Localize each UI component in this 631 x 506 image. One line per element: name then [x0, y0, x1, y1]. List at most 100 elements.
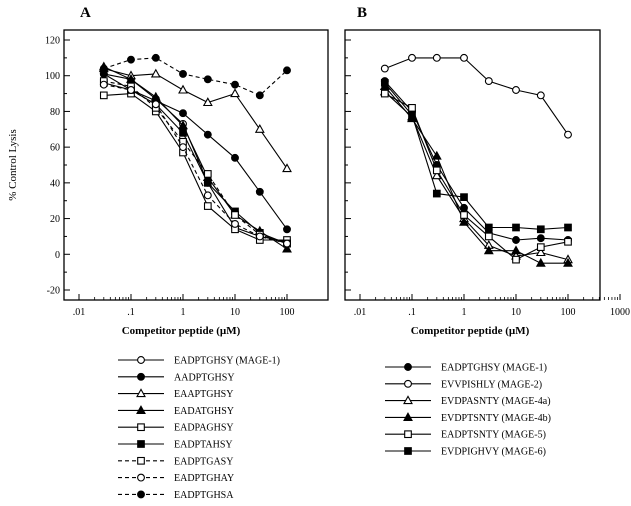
- legend-entry-a-6: EADPTAHSY: [118, 440, 233, 451]
- data-point: [255, 232, 264, 241]
- panel-a-y-tick-label: 40: [50, 178, 60, 189]
- data-point: [484, 223, 493, 232]
- legend-marker: [137, 423, 145, 432]
- panel-b-x-tick-label: .1: [408, 307, 416, 318]
- panel-a-series-5: [99, 89, 291, 244]
- data-point: [179, 129, 187, 137]
- data-point: [99, 80, 108, 89]
- panel-a-x-tick-label: 100: [280, 307, 295, 318]
- data-point: [203, 75, 212, 84]
- data-point: [282, 243, 292, 253]
- data-point: [150, 91, 161, 101]
- legend-entry-b-3: EVDPASNTY (MAGE-4a): [385, 395, 551, 407]
- data-point: [151, 53, 160, 62]
- legend-marker: [403, 395, 413, 405]
- legend-label: EADPTGHSY (MAGE-1): [174, 356, 280, 367]
- legend-marker: [137, 456, 145, 465]
- data-point: [460, 53, 468, 62]
- panel-b-series-4: [379, 81, 573, 267]
- panel-b-series-1: [380, 77, 572, 244]
- series-line: [103, 68, 288, 169]
- legend-marker: [137, 440, 145, 448]
- panel-a-letter: A: [80, 5, 91, 21]
- panel-a-series-8: [99, 80, 291, 248]
- data-point: [255, 187, 264, 196]
- legend-entry-a-9: EADPTGHSA: [118, 490, 234, 501]
- data-point: [380, 89, 389, 98]
- legend-marker: [403, 412, 413, 421]
- data-point: [432, 166, 441, 175]
- legend-label: EADPTSNTY (MAGE-5): [441, 430, 546, 441]
- data-point: [150, 68, 161, 78]
- panel-a-x-tick-label: 10: [230, 307, 240, 318]
- data-point: [178, 84, 188, 94]
- legend-label: EADPTGHSA: [174, 490, 234, 501]
- legend-label: EVDPIGHVY (MAGE-6): [441, 447, 546, 458]
- legend-entry-a-2: AADPTGHSY: [118, 372, 235, 383]
- legend-label: EADPAGHSY: [174, 423, 234, 434]
- legend-entry-a-4: EADATGHSY: [118, 405, 234, 417]
- panel-b-series: [379, 53, 573, 267]
- data-point: [203, 202, 212, 210]
- y-axis-title: % Control Lysis: [7, 129, 19, 201]
- data-point: [231, 219, 239, 228]
- panel-b-ticks: .01 .1 1 10 100 1000: [345, 39, 630, 318]
- data-point: [179, 109, 187, 118]
- legend-entry-b-2: EVVPISHLY (MAGE-2): [385, 379, 542, 390]
- data-point: [432, 189, 441, 198]
- legend-entry-b-5: EADPTSNTY (MAGE-5): [385, 430, 546, 441]
- data-point: [203, 191, 212, 200]
- panel-b-series-5: [380, 89, 572, 264]
- data-point: [484, 232, 493, 241]
- data-point: [460, 211, 468, 219]
- panel-b-x-tick-label: .01: [354, 307, 367, 318]
- legend-marker: [404, 447, 412, 455]
- legend-entry-a-1: EADPTGHSY (MAGE-1): [118, 356, 280, 367]
- data-point: [230, 88, 240, 98]
- legend-marker: [137, 356, 145, 364]
- legend-entry-b-6: EVDPIGHVY (MAGE-6): [385, 447, 546, 458]
- data-point: [380, 64, 389, 73]
- legend-entry-a-7: EADPTGASY: [118, 456, 233, 467]
- legend-label: EVVPISHLY (MAGE-2): [441, 379, 542, 390]
- data-point: [484, 77, 493, 86]
- legend-label: EADPTGHAY: [174, 473, 234, 484]
- panel-a-series: [98, 53, 292, 253]
- data-point: [563, 257, 573, 267]
- data-point: [231, 153, 239, 162]
- legend-marker: [137, 490, 145, 499]
- panel-b-letter: B: [357, 5, 367, 21]
- legend-label: EADPTAHSY: [174, 440, 233, 451]
- data-point: [255, 91, 264, 100]
- legend-marker: [137, 473, 145, 482]
- data-point: [536, 234, 545, 243]
- data-point: [408, 111, 416, 119]
- series-line: [103, 93, 287, 241]
- panel-a-series-9: [99, 53, 291, 100]
- panel-b-series-6: [380, 79, 572, 234]
- legend-entry-a-8: EADPTGHAY: [118, 473, 234, 484]
- legend-marker: [404, 379, 412, 388]
- panel-b: B .01 .1 1 10 100 1000 Competitor peptide (µM…: [344, 5, 630, 337]
- data-point: [179, 69, 187, 78]
- panel-a-y-tick-label: 80: [50, 107, 60, 118]
- panel-a-y-tick-label: -20: [47, 286, 60, 297]
- data-point: [512, 223, 520, 232]
- data-point: [99, 91, 108, 100]
- data-point: [459, 216, 469, 226]
- panel-b-x-tick-label: 100: [561, 307, 576, 318]
- data-point: [512, 255, 520, 264]
- panel-a-series-7: [99, 77, 291, 248]
- panel-b-x-axis-title: Competitor peptide (µM): [411, 325, 530, 337]
- data-point: [431, 170, 442, 180]
- data-point: [460, 193, 468, 201]
- data-point: [535, 257, 546, 267]
- series-line: [103, 84, 288, 245]
- data-point: [380, 79, 389, 87]
- panel-a-y-tick-label: 0: [55, 250, 60, 261]
- data-point: [179, 143, 187, 152]
- data-point: [126, 73, 136, 83]
- data-point: [431, 150, 442, 160]
- data-point: [99, 64, 108, 73]
